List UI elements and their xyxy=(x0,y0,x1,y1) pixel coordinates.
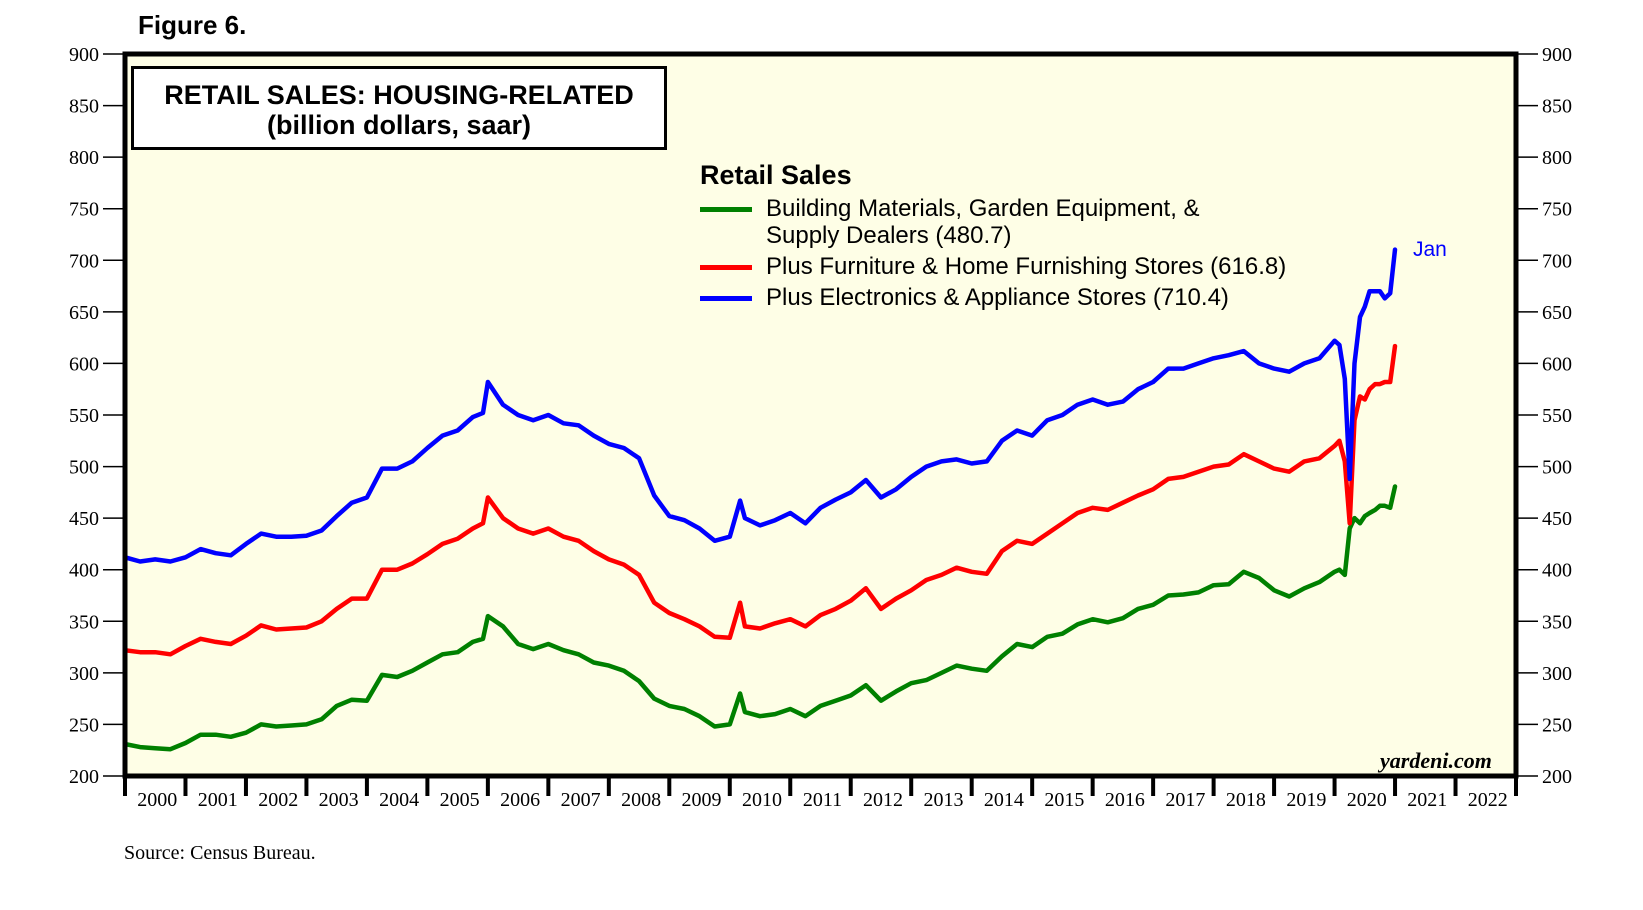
y-tick-label-right: 550 xyxy=(1542,405,1572,427)
y-axis-right: 200 250 300 350 400 450 500 550 600 650 700 750 800 8… xyxy=(1516,44,1572,788)
x-tick-label: 2017 xyxy=(1165,789,1205,811)
x-tick-label: 2005 xyxy=(440,789,480,811)
x-tick-label: 2013 xyxy=(923,789,963,811)
series-lines xyxy=(122,247,1398,752)
y-tick-label-right: 450 xyxy=(1542,508,1572,530)
x-tick-label: 2008 xyxy=(621,789,661,811)
x-tick-label: 2020 xyxy=(1347,789,1387,811)
series-line-2 xyxy=(122,247,1398,564)
y-axis-left: 200 250 300 350 400 450 500 550 600 650 700 750 800 8… xyxy=(69,44,125,788)
y-tick-label-right: 700 xyxy=(1542,250,1572,272)
y-tick-label-right: 650 xyxy=(1542,302,1572,324)
y-tick-label-right: 850 xyxy=(1542,96,1572,118)
x-tick-label: 2002 xyxy=(258,789,298,811)
chart-title: RETAIL SALES: HOUSING-RELATED xyxy=(164,80,634,110)
x-tick-label: 2012 xyxy=(863,789,903,811)
y-tick-label-right: 400 xyxy=(1542,560,1572,582)
x-tick-label: 2009 xyxy=(682,789,722,811)
legend-swatch-blue xyxy=(700,296,752,301)
y-tick-label-right: 600 xyxy=(1542,353,1572,375)
chart-title-box: RETAIL SALES: HOUSING-RELATED (billion d… xyxy=(131,66,667,150)
y-tick-label-left: 300 xyxy=(69,663,99,685)
legend-label: Plus Electronics & Appliance Stores (710… xyxy=(766,284,1229,311)
y-tick-label-left: 350 xyxy=(69,611,99,633)
x-tick-label: 2007 xyxy=(561,789,601,811)
x-tick-label: 2022 xyxy=(1468,789,1508,811)
y-tick-label-right: 200 xyxy=(1542,766,1572,788)
x-tick-label: 2016 xyxy=(1105,789,1145,811)
x-tick-label: 2003 xyxy=(319,789,359,811)
y-tick-label-left: 750 xyxy=(69,199,99,221)
y-tick-label-right: 350 xyxy=(1542,611,1572,633)
x-tick-label: 2001 xyxy=(198,789,238,811)
y-tick-label-right: 750 xyxy=(1542,199,1572,221)
chart-subtitle: (billion dollars, saar) xyxy=(266,110,532,140)
y-tick-label-left: 650 xyxy=(69,302,99,324)
x-tick-label: 2021 xyxy=(1407,789,1447,811)
source-note: Source: Census Bureau. xyxy=(124,842,316,864)
legend-swatch-red xyxy=(700,265,752,270)
y-tick-label-right: 800 xyxy=(1542,147,1572,169)
x-tick-label: 2019 xyxy=(1286,789,1326,811)
y-tick-label-left: 850 xyxy=(69,96,99,118)
y-tick-label-left: 450 xyxy=(69,508,99,530)
y-tick-label-left: 700 xyxy=(69,250,99,272)
y-tick-label-left: 250 xyxy=(69,714,99,736)
x-tick-label: 2015 xyxy=(1044,789,1084,811)
x-tick-label: 2011 xyxy=(803,789,842,811)
y-tick-label-left: 500 xyxy=(69,457,99,479)
x-axis: 2000 2001 2002 2003 2004 2005 2006 2007 2008 2009… xyxy=(123,776,1518,811)
series-line-1 xyxy=(122,343,1398,657)
legend-swatch-green xyxy=(700,207,752,212)
y-tick-label-left: 800 xyxy=(69,147,99,169)
y-tick-label-right: 250 xyxy=(1542,714,1572,736)
x-tick-label: 2004 xyxy=(379,789,419,811)
legend-item-building-materials: Building Materials, Garden Equipment, & … xyxy=(700,195,1286,249)
legend: Retail Sales Building Materials, Garden … xyxy=(700,160,1286,315)
legend-item-electronics: Plus Electronics & Appliance Stores (710… xyxy=(700,284,1286,311)
y-tick-label-left: 200 xyxy=(69,766,99,788)
series-line-0 xyxy=(122,484,1398,752)
x-tick-label: 2000 xyxy=(137,789,177,811)
chart: 200 250 300 350 400 450 500 550 600 650 700 750 800 8… xyxy=(69,44,1572,811)
legend-title: Retail Sales xyxy=(700,160,852,190)
y-tick-label-right: 900 xyxy=(1542,44,1572,66)
y-tick-label-left: 600 xyxy=(69,353,99,375)
x-tick-label: 2010 xyxy=(742,789,782,811)
plot-background xyxy=(125,54,1516,776)
y-tick-label-left: 550 xyxy=(69,405,99,427)
legend-label: Building Materials, Garden Equipment, & … xyxy=(766,195,1200,249)
figure-label: Figure 6. xyxy=(138,10,247,40)
x-tick-label: 2006 xyxy=(500,789,540,811)
watermark: yardeni.com xyxy=(1380,748,1492,773)
y-tick-label-right: 300 xyxy=(1542,663,1572,685)
legend-label: Plus Furniture & Home Furnishing Stores … xyxy=(766,253,1287,280)
x-tick-label: 2018 xyxy=(1226,789,1266,811)
legend-item-furniture: Plus Furniture & Home Furnishing Stores … xyxy=(700,253,1286,280)
x-tick-label: 2014 xyxy=(984,789,1024,811)
endpoint-label: Jan xyxy=(1413,238,1447,261)
y-tick-label-left: 400 xyxy=(69,560,99,582)
y-tick-label-right: 500 xyxy=(1542,457,1572,479)
y-tick-label-left: 900 xyxy=(69,44,99,66)
